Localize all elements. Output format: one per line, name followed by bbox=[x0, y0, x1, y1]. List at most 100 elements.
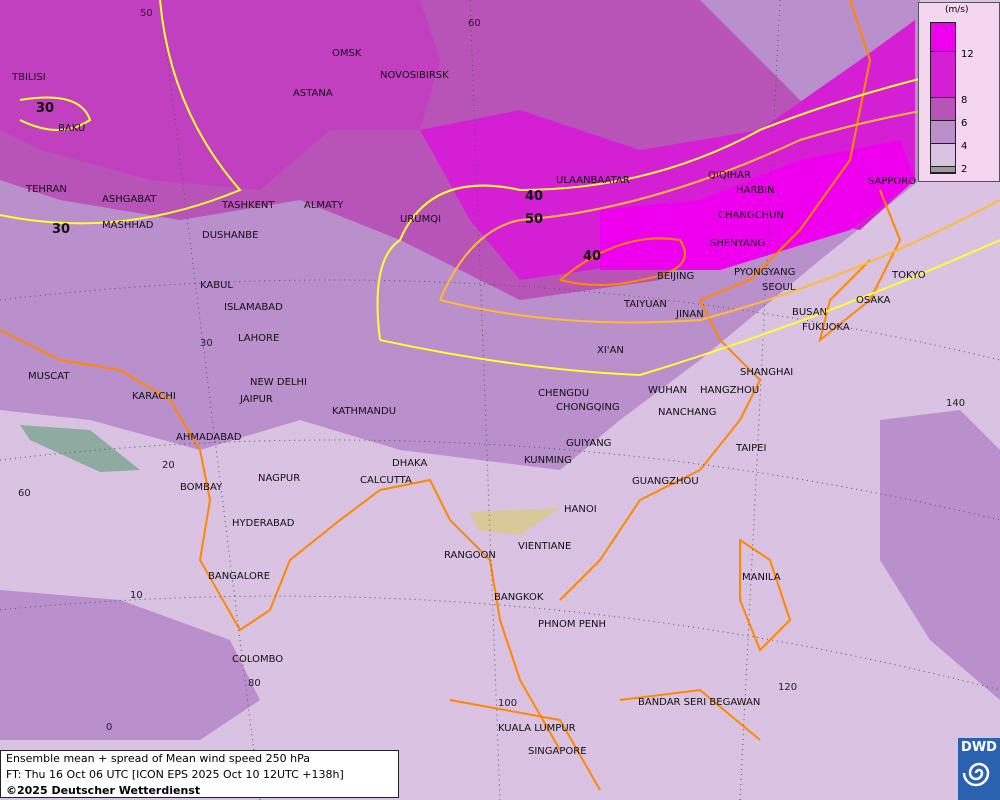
city-label: CALCUTTA bbox=[360, 475, 412, 486]
contour-label: 30 bbox=[52, 222, 70, 237]
city-label: KATHMANDU bbox=[332, 406, 396, 417]
city-label: TEHRAN bbox=[25, 184, 67, 195]
city-label: HYDERABAD bbox=[232, 518, 295, 529]
map-caption: Ensemble mean + spread of Mean wind spee… bbox=[0, 750, 399, 798]
city-label: SAPPORO bbox=[868, 176, 916, 187]
city-label: DUSHANBE bbox=[202, 230, 258, 241]
city-label: ISLAMABAD bbox=[224, 302, 283, 313]
city-label: TBILISI bbox=[11, 72, 46, 83]
city-label: BANGALORE bbox=[208, 571, 270, 582]
city-label: NANCHANG bbox=[658, 407, 716, 418]
city-label: SHENYANG bbox=[710, 238, 765, 249]
grid-label: 100 bbox=[498, 698, 517, 709]
city-label: KARACHI bbox=[132, 391, 176, 402]
city-label: KABUL bbox=[200, 280, 233, 291]
city-label: KUNMING bbox=[524, 455, 572, 466]
color-legend: (m/s) 12 8 6 4 2 bbox=[918, 2, 1000, 182]
legend-tick: 2 bbox=[961, 164, 968, 175]
contour-labels: 30 30 40 50 40 bbox=[36, 101, 601, 264]
city-label: BEIJING bbox=[657, 271, 694, 282]
city-label: XI'AN bbox=[597, 345, 624, 356]
spiral-icon bbox=[962, 762, 990, 787]
city-label: FUKUOKA bbox=[802, 322, 850, 333]
contour-label: 40 bbox=[583, 249, 601, 264]
city-label: BAKU bbox=[58, 123, 85, 134]
city-label: CHANGCHUN bbox=[718, 210, 784, 221]
city-label: QIQIHAR bbox=[708, 170, 751, 181]
city-label: BANGKOK bbox=[494, 592, 544, 603]
city-label: GUIYANG bbox=[566, 438, 611, 449]
city-label: PYONGYANG bbox=[734, 267, 795, 278]
legend-tick: 8 bbox=[961, 95, 968, 106]
grid-label: 80 bbox=[248, 678, 261, 689]
legend-swatch bbox=[931, 167, 955, 173]
city-label: MANILA bbox=[742, 572, 781, 583]
legend-unit: (m/s) bbox=[945, 5, 969, 15]
city-label: OMSK bbox=[332, 48, 362, 59]
city-label: OSAKA bbox=[856, 295, 891, 306]
city-label: URUMQI bbox=[400, 214, 441, 225]
city-label: CHENGDU bbox=[538, 388, 589, 399]
grid-label: 60 bbox=[468, 18, 481, 29]
city-label: MUSCAT bbox=[28, 371, 70, 382]
city-label: TASHKENT bbox=[221, 200, 275, 211]
grid-label: 20 bbox=[162, 460, 175, 471]
grid-label: 30 bbox=[200, 338, 213, 349]
city-label: TAIPEI bbox=[735, 443, 766, 454]
contour-label: 40 bbox=[525, 189, 543, 204]
city-label: VIENTIANE bbox=[518, 541, 571, 552]
grid-label: 50 bbox=[140, 8, 153, 19]
city-label: ASHGABAT bbox=[102, 194, 157, 205]
contour-label: 50 bbox=[525, 212, 543, 227]
map-title: Ensemble mean + spread of Mean wind spee… bbox=[6, 752, 310, 765]
legend-tick: 4 bbox=[961, 141, 968, 152]
logo-text: DWD bbox=[961, 740, 997, 755]
legend-swatch bbox=[931, 144, 955, 167]
city-label: COLOMBO bbox=[232, 654, 283, 665]
grid-label: 10 bbox=[130, 590, 143, 601]
city-label: LAHORE bbox=[238, 333, 279, 344]
city-label: CHONGQING bbox=[556, 402, 620, 413]
contour-label: 30 bbox=[36, 101, 54, 116]
legend-colorbar bbox=[930, 22, 956, 174]
legend-swatch bbox=[931, 23, 955, 52]
city-label: JAIPUR bbox=[239, 394, 273, 405]
city-label: JINAN bbox=[675, 309, 704, 320]
city-label: ASTANA bbox=[293, 88, 333, 99]
legend-swatch bbox=[931, 121, 955, 144]
grid-label: 120 bbox=[778, 682, 797, 693]
forecast-time: FT: Thu 16 Oct 06 UTC [ICON EPS 2025 Oct… bbox=[6, 768, 344, 781]
grid-label: 0 bbox=[106, 722, 112, 733]
legend-tick: 12 bbox=[961, 49, 974, 60]
city-label: TAIYUAN bbox=[623, 299, 667, 310]
legend-tick: 6 bbox=[961, 118, 968, 129]
city-label: SEOUL bbox=[762, 282, 796, 293]
spread-shading bbox=[0, 0, 1000, 740]
city-label: AHMADABAD bbox=[176, 432, 242, 443]
city-labels: TBILISI BAKU OMSK NOVOSIBIRSK ASTANA TEHRAN AS… bbox=[11, 48, 926, 757]
city-label: TOKYO bbox=[891, 270, 926, 281]
city-label: PHNOM PENH bbox=[538, 619, 606, 630]
grid-label: 60 bbox=[18, 488, 31, 499]
legend-swatch bbox=[931, 52, 955, 98]
city-label: BANDAR SERI BEGAWAN bbox=[638, 697, 760, 708]
city-label: ULAANBAATAR bbox=[556, 175, 630, 186]
grid-label: 140 bbox=[946, 398, 965, 409]
legend-swatch bbox=[931, 98, 955, 121]
copyright: ©2025 Deutscher Wetterdienst bbox=[6, 784, 201, 797]
city-label: HANGZHOU bbox=[700, 385, 759, 396]
dwd-logo: DWD bbox=[958, 738, 1000, 800]
city-label: HANOI bbox=[564, 504, 597, 515]
city-label: KUALA LUMPUR bbox=[498, 723, 576, 734]
city-label: ALMATY bbox=[304, 200, 344, 211]
city-label: SINGAPORE bbox=[528, 746, 587, 757]
city-label: SHANGHAI bbox=[740, 367, 793, 378]
isotachs bbox=[0, 0, 1000, 377]
city-label: WUHAN bbox=[648, 385, 687, 396]
city-label: DHAKA bbox=[392, 458, 427, 469]
city-label: GUANGZHOU bbox=[632, 476, 699, 487]
city-label: NOVOSIBIRSK bbox=[380, 70, 449, 81]
